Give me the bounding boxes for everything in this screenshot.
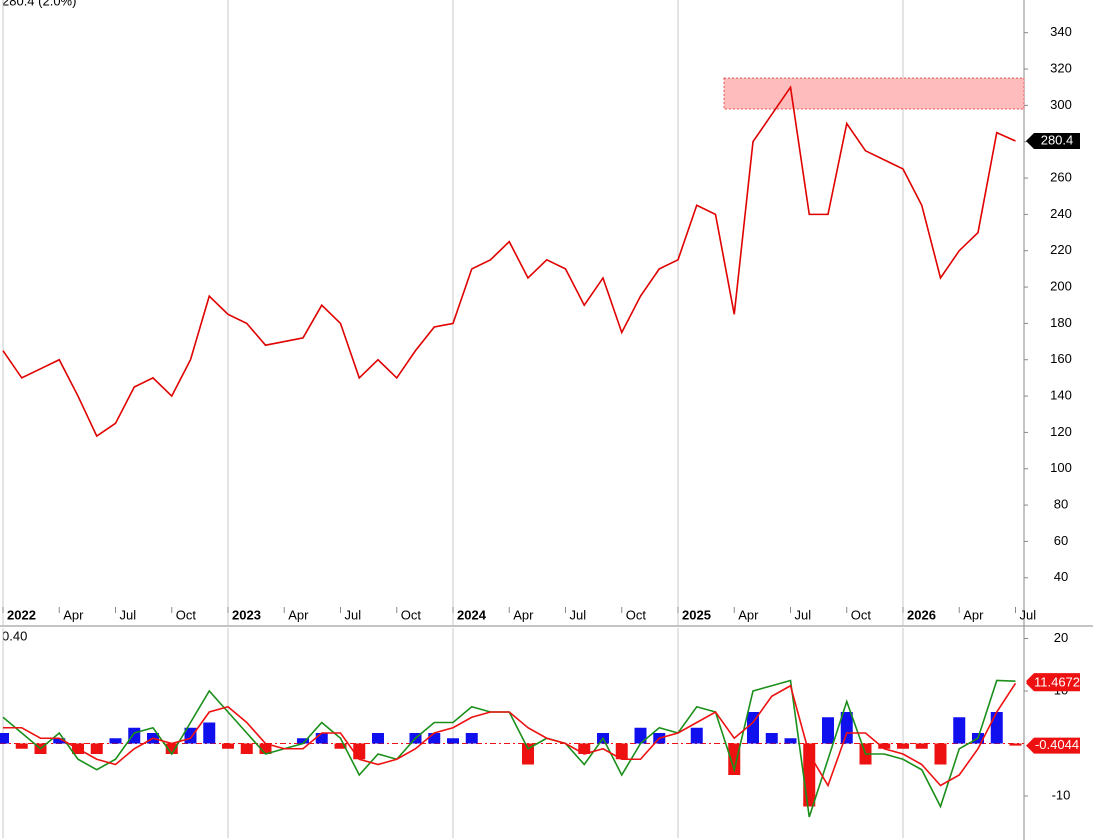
histogram-bar: [728, 743, 741, 775]
histogram-label-box: [1026, 737, 1080, 754]
histogram-bar: [90, 743, 103, 754]
histogram-bar: [165, 743, 178, 754]
y-tick-label: 80: [1054, 497, 1068, 512]
histogram-bar: [447, 738, 459, 744]
y-tick-label: 100: [1050, 460, 1072, 475]
histogram-bar: [222, 743, 234, 749]
x-tick-label: 2025: [682, 607, 711, 622]
line: [2, 85, 1016, 438]
price-label-box: [1026, 132, 1080, 149]
histogram-bar: [840, 712, 853, 744]
histogram-bar: [128, 727, 141, 744]
histogram-bar: [353, 743, 366, 760]
x-tick-label: Jul: [345, 607, 362, 622]
histogram-bar: [465, 733, 478, 744]
histogram-bar: [578, 743, 591, 754]
histogram-bar: [784, 738, 797, 744]
y-tick-label: 300: [1050, 97, 1072, 112]
y-tick-label: 240: [1050, 206, 1072, 221]
x-tick-label: 2024: [457, 607, 487, 622]
x-tick-label: Jul: [570, 607, 587, 622]
x-tick-label: Jul: [120, 607, 137, 622]
histogram-bar: [372, 733, 384, 744]
x-tick-label: Oct: [851, 607, 872, 622]
histogram-bar: [934, 743, 947, 765]
y-tick-label: 60: [1054, 533, 1068, 548]
histogram-bar: [315, 733, 328, 744]
x-tick-label: Apr: [738, 607, 759, 622]
histogram-bar: [747, 712, 759, 744]
histogram-bar: [915, 743, 928, 749]
x-tick-label: 2023: [232, 607, 261, 622]
y-tick-label: -10: [1052, 787, 1071, 802]
histogram-bar: [822, 717, 834, 744]
price-label: 280.4: [1041, 132, 1074, 147]
histogram-bar: [53, 738, 66, 744]
y-tick-label: 340: [1050, 24, 1072, 39]
y-tick-label: 320: [1050, 60, 1072, 75]
y-tick-label: 180: [1050, 315, 1072, 330]
indicator-header: 0.40: [2, 628, 27, 643]
x-tick-label: Apr: [63, 607, 84, 622]
histogram-bar: [615, 743, 628, 760]
histogram-label: -0.4044: [1035, 737, 1079, 752]
price-header: 280.4 (2.0%): [2, 0, 76, 8]
y-tick-label: 20: [1054, 630, 1068, 645]
histogram-bar: [428, 733, 441, 744]
x-tick-label: 2022: [7, 607, 36, 622]
x-tick-label: Oct: [401, 607, 422, 622]
y-tick-label: 260: [1050, 169, 1072, 184]
x-tick-label: Apr: [513, 607, 534, 622]
value-label: 11.4672: [1034, 675, 1080, 690]
value-label-box: [1026, 675, 1080, 692]
x-tick-label: Jul: [795, 607, 812, 622]
x-tick-label: Oct: [176, 607, 197, 622]
x-tick-label: Jul: [1020, 607, 1037, 622]
y-tick-label: 40: [1054, 569, 1068, 584]
x-tick-label: Apr: [288, 607, 309, 622]
x-tick-label: 2026: [907, 607, 936, 622]
histogram-bar: [15, 743, 28, 749]
histogram-bar: [953, 717, 966, 744]
line: [3, 682, 1017, 788]
y-tick-label: 200: [1050, 278, 1072, 293]
y-tick-label: 220: [1050, 242, 1072, 257]
histogram-bar: [240, 743, 253, 754]
histogram-bar: [259, 743, 272, 754]
histogram-bar: [334, 743, 347, 749]
y-tick-label: 140: [1050, 388, 1072, 403]
histogram-bar: [0, 733, 9, 744]
x-tick-label: Oct: [626, 607, 647, 622]
zone: [723, 77, 1025, 110]
histogram-bar: [297, 738, 309, 744]
histogram-bar: [765, 733, 778, 744]
x-tick-label: Apr: [963, 607, 984, 622]
histogram-bar: [690, 727, 703, 744]
histogram-bar: [109, 738, 122, 744]
histogram-bar: [634, 727, 647, 744]
histogram-bar: [897, 743, 909, 749]
histogram-bar: [990, 712, 1003, 744]
y-tick-label: 120: [1050, 424, 1072, 439]
histogram-bar: [878, 743, 891, 749]
histogram-bar: [1009, 743, 1022, 746]
histogram-bar: [522, 743, 534, 765]
histogram-bar: [203, 722, 216, 744]
y-tick-label: 160: [1050, 351, 1072, 366]
